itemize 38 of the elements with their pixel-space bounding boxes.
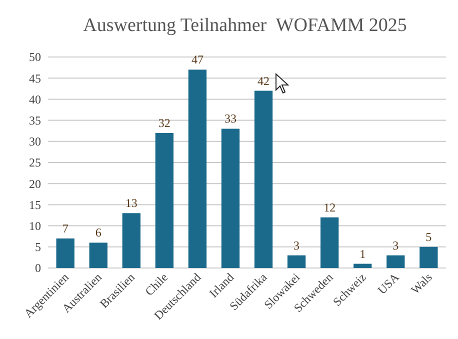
y-tick-label: 25 bbox=[29, 156, 41, 170]
bar bbox=[56, 238, 74, 268]
bar bbox=[287, 255, 306, 268]
bar bbox=[354, 264, 372, 268]
data-label: 42 bbox=[258, 74, 270, 88]
y-tick-label: 0 bbox=[35, 261, 41, 276]
bar bbox=[386, 255, 405, 268]
data-label: 12 bbox=[324, 200, 336, 214]
chart-title: Auswertung Teilnahmer WOFAMM 2025 bbox=[83, 15, 407, 36]
data-label: 47 bbox=[191, 52, 204, 67]
bar bbox=[155, 132, 174, 268]
data-label: 33 bbox=[224, 112, 236, 126]
bar bbox=[89, 242, 108, 268]
data-label: 7 bbox=[62, 221, 68, 236]
bar bbox=[254, 90, 273, 268]
data-label: 32 bbox=[158, 116, 170, 130]
data-label: 3 bbox=[294, 238, 300, 252]
bar bbox=[122, 213, 140, 268]
y-tick-label: 15 bbox=[29, 198, 41, 212]
y-tick-label: 35 bbox=[29, 114, 41, 128]
y-tick-label: 40 bbox=[29, 92, 41, 106]
bar bbox=[188, 70, 207, 268]
bar bbox=[221, 128, 240, 268]
data-label: 5 bbox=[426, 230, 432, 244]
x-tick-label: Wals bbox=[408, 270, 436, 297]
y-tick-label: 5 bbox=[35, 240, 41, 254]
y-tick-label: 20 bbox=[29, 176, 41, 191]
y-tick-label: 30 bbox=[29, 134, 41, 149]
bar bbox=[420, 246, 438, 268]
data-label: 3 bbox=[392, 238, 399, 252]
y-tick-label: 10 bbox=[29, 219, 41, 233]
data-label: 1 bbox=[360, 246, 366, 261]
y-tick-label: 50 bbox=[29, 50, 41, 64]
bar bbox=[320, 217, 339, 268]
data-label: 6 bbox=[95, 226, 102, 240]
data-label: 13 bbox=[125, 196, 138, 210]
x-tick-label: USA bbox=[374, 270, 402, 298]
y-tick-label: 45 bbox=[29, 71, 41, 86]
